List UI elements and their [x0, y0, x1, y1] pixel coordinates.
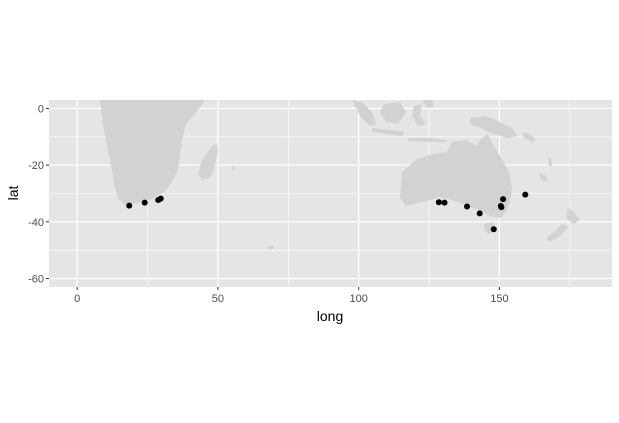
y-tick-label: -20 [28, 160, 44, 172]
java [372, 128, 404, 136]
data-point [498, 204, 505, 211]
data-point [500, 196, 507, 203]
y-tick-label: -60 [28, 274, 44, 286]
land-masses [100, 100, 580, 249]
x-tick-label: 50 [212, 293, 224, 305]
solomon-islands [522, 132, 536, 142]
data-point [157, 195, 164, 202]
data-points [126, 191, 529, 233]
borneo [380, 102, 406, 124]
data-point [126, 202, 133, 209]
new-zealand-north [566, 208, 580, 224]
kerguelen-island [268, 246, 274, 249]
data-point [476, 210, 483, 217]
sulawesi [412, 104, 426, 126]
x-tick-label: 0 [74, 293, 80, 305]
new-zealand-south [546, 224, 568, 242]
data-point [441, 199, 448, 206]
australia-landmass [400, 134, 512, 218]
africa-landmass [100, 100, 205, 205]
mauritius [232, 166, 235, 169]
data-point [464, 203, 471, 210]
axis-ticks [46, 108, 500, 290]
x-tick-label: 100 [349, 293, 367, 305]
new-guinea [470, 116, 518, 138]
data-point [522, 191, 529, 198]
nusa-tenggara [408, 138, 446, 142]
y-tick-label: 0 [38, 104, 44, 116]
new-caledonia [538, 172, 548, 182]
y-tick-label: -40 [28, 217, 44, 229]
data-point [435, 199, 442, 206]
x-axis-title: long [317, 308, 343, 324]
madagascar [198, 144, 218, 180]
data-point [490, 226, 497, 233]
y-axis-title: lat [5, 186, 21, 201]
data-point [141, 199, 148, 206]
x-tick-label: 150 [490, 293, 508, 305]
vanuatu [548, 158, 552, 166]
sumatra [352, 100, 376, 126]
philippines [422, 100, 434, 108]
axis-tick-labels: 0 50 100 150 0 -20 -40 -60 [28, 104, 508, 306]
